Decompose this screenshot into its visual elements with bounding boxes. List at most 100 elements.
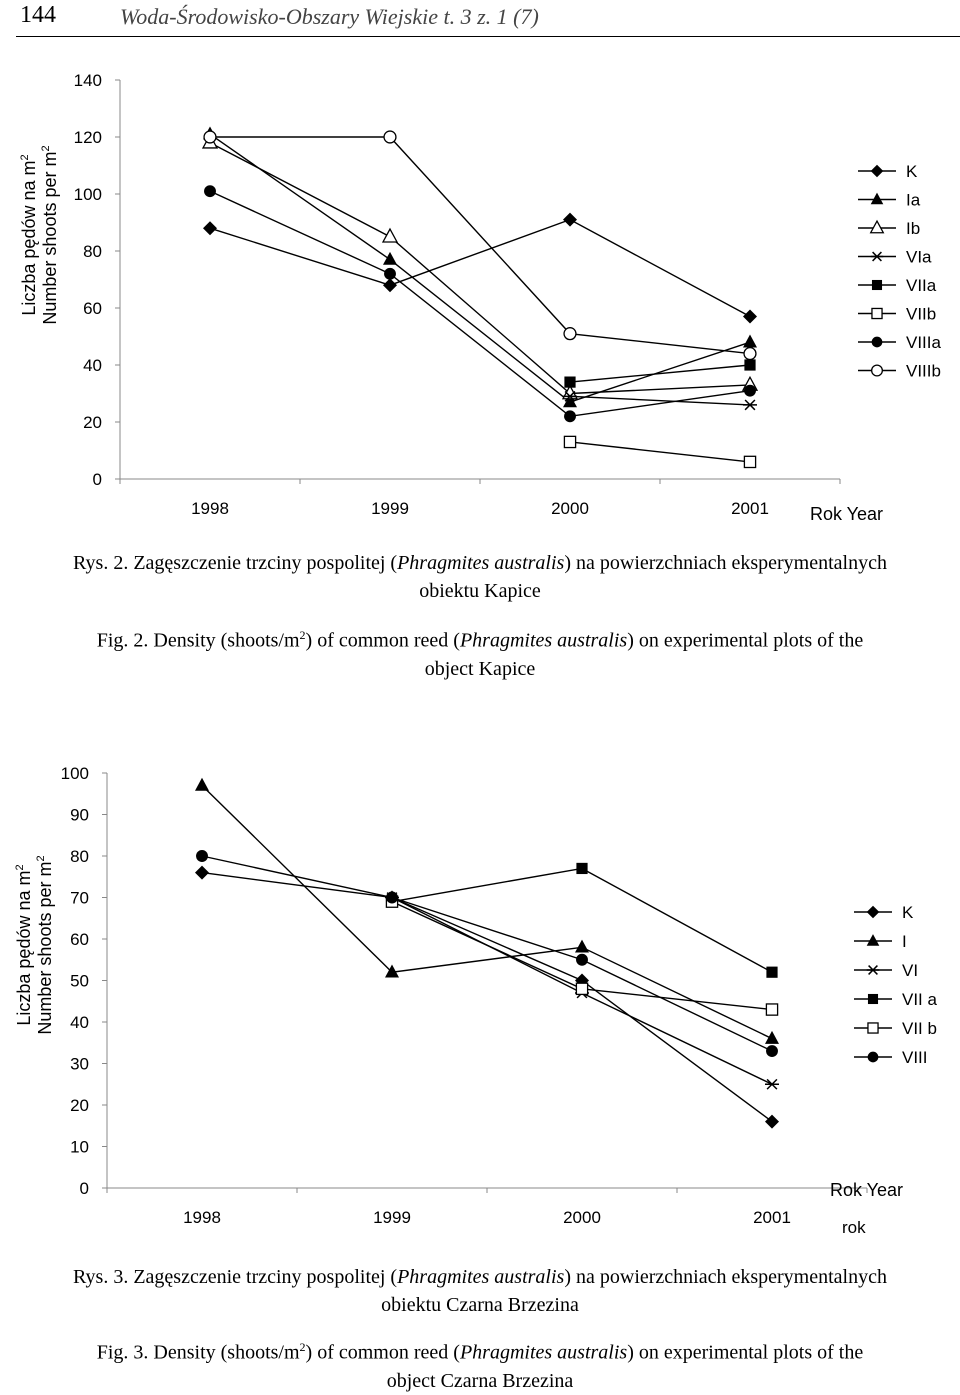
legend-entry: VII b xyxy=(854,1019,937,1038)
x-tick-label: 1999 xyxy=(373,1208,411,1227)
data-point xyxy=(575,939,589,953)
data-point xyxy=(765,1078,779,1090)
caption-sup: 2 xyxy=(299,1340,306,1354)
legend-marker xyxy=(870,364,884,377)
y-tick-label: 10 xyxy=(70,1138,89,1157)
legend-marker xyxy=(867,1051,879,1063)
x-tick-label: 2001 xyxy=(753,1208,791,1227)
series-viib xyxy=(563,435,757,469)
legend-label: I xyxy=(902,932,907,951)
series-line xyxy=(569,364,751,383)
legend-label: VIa xyxy=(906,248,932,267)
series-line xyxy=(209,133,751,403)
data-point xyxy=(765,1114,779,1129)
data-point xyxy=(384,267,396,280)
legend-entry: K xyxy=(858,162,918,181)
data-point xyxy=(196,850,208,862)
y-tick-label: 0 xyxy=(93,470,102,489)
y-tick-label: 0 xyxy=(80,1179,89,1198)
journal-title: Woda-Środowisko-Obszary Wiejskie t. 3 z.… xyxy=(120,4,539,29)
y-tick-label: 70 xyxy=(70,889,89,908)
legend-marker xyxy=(870,192,884,205)
series-k xyxy=(195,865,779,1129)
caption-text: ) on experimental plots of the xyxy=(627,629,864,652)
legend-label: VII b xyxy=(902,1019,937,1038)
series-via xyxy=(563,390,757,411)
legend-marker xyxy=(867,993,879,1005)
data-point xyxy=(383,278,397,293)
series-line xyxy=(569,395,751,406)
series-line xyxy=(209,190,751,418)
legend-entry: K xyxy=(854,903,914,922)
caption-text: ) of common reed ( xyxy=(305,629,460,652)
series-i xyxy=(195,777,779,1044)
x-tick-label: 2000 xyxy=(563,1208,601,1227)
x-tick-label: 1999 xyxy=(371,499,409,518)
y-axis-label: Liczba pędów na m2 Number shoots per m2 xyxy=(19,145,60,324)
legend-label: VII a xyxy=(902,990,938,1009)
legend-entry: I xyxy=(854,932,907,951)
series-viiia xyxy=(204,185,756,423)
data-point xyxy=(564,376,576,388)
caption-text: Fig. 3. Density (shoots/m xyxy=(96,1341,300,1364)
data-point xyxy=(204,185,216,198)
header-rule xyxy=(16,36,960,37)
series-line xyxy=(201,855,773,1052)
caption-text: Fig. 2. Density (shoots/m xyxy=(96,629,300,652)
series-ib xyxy=(201,133,759,400)
data-point xyxy=(563,390,577,402)
data-point xyxy=(744,359,756,371)
x-axis-label: Rok Year xyxy=(810,504,883,524)
caption-en-fig2: Fig. 2. Density (shoots/m2) of common re… xyxy=(0,621,960,683)
data-point xyxy=(386,891,398,904)
legend-entry: VIII xyxy=(854,1048,928,1067)
y-tick-label: 120 xyxy=(74,128,102,147)
caption-species: Phragmites australis xyxy=(397,1266,565,1288)
legend-marker xyxy=(869,219,885,234)
legend-marker xyxy=(871,279,883,291)
x-tick-label: 1998 xyxy=(191,499,229,518)
y-tick-label: 100 xyxy=(74,185,102,204)
legend-marker xyxy=(866,934,880,946)
caption-sup: 2 xyxy=(299,628,306,642)
data-point xyxy=(765,1030,779,1044)
caption-text: ) of common reed ( xyxy=(305,1341,460,1364)
data-point xyxy=(743,399,757,411)
y-tick-label: 50 xyxy=(70,972,89,991)
data-point xyxy=(563,327,577,341)
data-point xyxy=(743,334,757,348)
series-k xyxy=(203,212,757,324)
legend-marker xyxy=(866,905,880,919)
legend-label: VI xyxy=(902,961,918,980)
caption-text: object Czarna Brzezina xyxy=(386,1369,574,1392)
y-tick-label: 40 xyxy=(70,1013,89,1032)
series-viiib xyxy=(203,130,757,361)
series-line xyxy=(569,441,751,463)
legend-marker xyxy=(866,965,880,975)
series-line xyxy=(209,142,751,395)
legend-marker xyxy=(870,164,884,178)
legend-marker xyxy=(871,336,883,348)
page-number: 144 xyxy=(20,2,56,28)
caption-text: obiektu Czarna Brzezina xyxy=(381,1294,579,1316)
legend-label: Ia xyxy=(906,191,921,210)
y-tick-label: 60 xyxy=(83,299,102,318)
data-point xyxy=(381,227,399,243)
legend-entry: VIIIa xyxy=(858,333,942,352)
data-point xyxy=(576,953,588,966)
legend-label: VIII xyxy=(902,1048,928,1067)
legend-entry: VIa xyxy=(858,248,932,267)
caption-text: Rys. 2. Zagęszczenie trzciny pospolitej … xyxy=(73,552,398,574)
legend-marker xyxy=(867,1022,879,1034)
x-tick-label: 1998 xyxy=(183,1208,221,1227)
data-point xyxy=(743,455,757,469)
legend-label: VIIb xyxy=(906,305,936,324)
caption-species: Phragmites australis xyxy=(459,629,628,652)
legend-label: VIIa xyxy=(906,276,937,295)
x-tick-label: 2000 xyxy=(551,499,589,518)
y-tick-label: 80 xyxy=(70,847,89,866)
series-line xyxy=(201,871,773,1123)
data-point xyxy=(766,966,778,978)
data-point xyxy=(563,394,577,408)
legend-label: VIIIa xyxy=(906,333,942,352)
